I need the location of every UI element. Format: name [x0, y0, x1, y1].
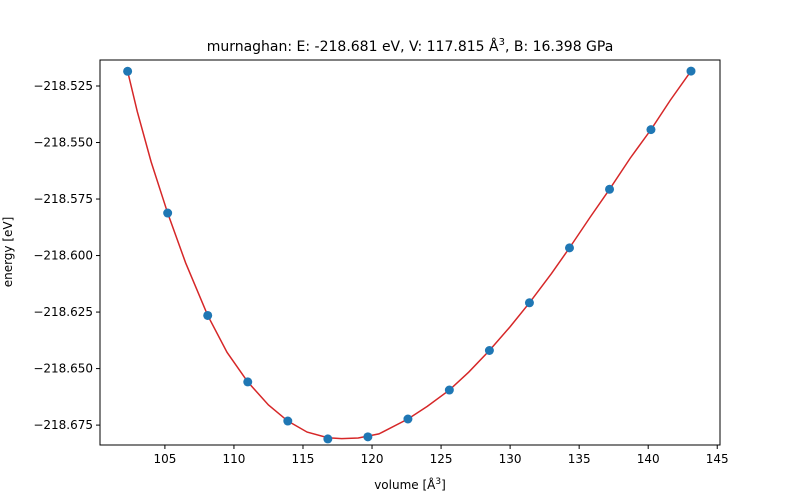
y-axis: −218.675 −218.650 −218.625 −218.600 −218.575… [33, 79, 100, 432]
x-tick-label: 125 [430, 452, 453, 466]
y-tick-label: −218.550 [33, 136, 93, 150]
y-tick-label: −218.675 [33, 418, 93, 432]
xlabel-suffix: ] [441, 478, 446, 492]
y-tick-label: −218.575 [33, 192, 93, 206]
x-tick-label: 145 [706, 452, 729, 466]
plot-area [123, 66, 696, 444]
x-tick-label: 135 [568, 452, 591, 466]
data-point [163, 208, 173, 218]
x-tick-label: 140 [637, 452, 660, 466]
x-tick-label: 105 [153, 452, 176, 466]
y-tick-label: −218.625 [33, 305, 93, 319]
title-superscript: 3 [499, 37, 505, 48]
data-point [403, 414, 413, 424]
data-point [203, 310, 213, 320]
y-axis-label: energy [eV] [1, 217, 15, 288]
y-tick-label: −218.600 [33, 249, 93, 263]
data-point [283, 416, 293, 426]
plot-frame [99, 59, 721, 446]
xlabel-superscript: 3 [435, 477, 441, 487]
chart-title: murnaghan: E: -218.681 eV, V: 117.815 Å3… [207, 37, 614, 55]
data-point [444, 385, 454, 395]
title-suffix: , B: 16.398 GPa [505, 39, 613, 55]
x-tick-label: 120 [361, 452, 384, 466]
x-tick-label: 130 [499, 452, 522, 466]
x-axis: 105 110 115 120 125 130 135 140 145 [153, 445, 729, 466]
data-point [605, 184, 615, 194]
x-tick-label: 115 [292, 452, 315, 466]
data-point [524, 298, 534, 308]
x-tick-label: 110 [222, 452, 245, 466]
data-point [564, 243, 574, 253]
data-point [686, 66, 696, 76]
data-point [363, 432, 373, 442]
data-point [123, 66, 133, 76]
x-axis-label: volume [Å3] [374, 477, 446, 492]
fit-curve [126, 70, 692, 440]
data-point [243, 377, 253, 387]
y-tick-label: −218.525 [33, 79, 93, 93]
data-point [323, 434, 333, 444]
data-point [646, 125, 656, 135]
data-point [484, 346, 494, 355]
y-tick-label: −218.650 [33, 362, 93, 376]
